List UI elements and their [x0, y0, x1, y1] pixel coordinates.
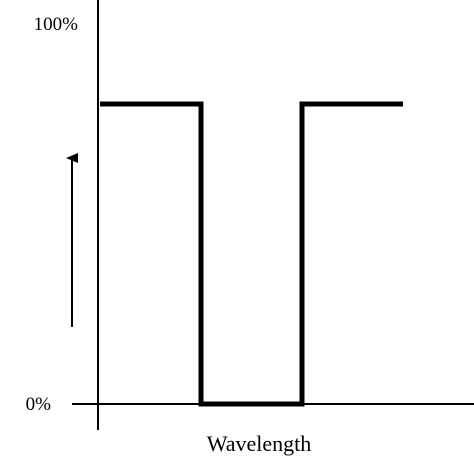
series-line [100, 101, 403, 407]
x-axis-label: Wavelength [207, 431, 312, 456]
y-tick-label-0: 0% [26, 394, 52, 415]
y-tick-label-100: 100% [34, 14, 79, 35]
